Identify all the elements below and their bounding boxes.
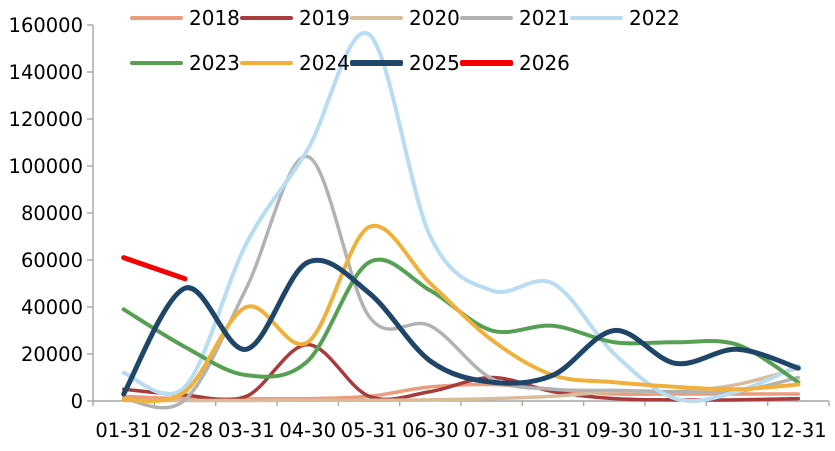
legend-item-2020: 2020: [350, 8, 460, 28]
legend-item-2021: 2021: [460, 8, 570, 28]
legend-item-2026: 2026: [460, 53, 570, 73]
legend: 2018 2019 2020 2021 2022 2023 2024 2025 …: [130, 0, 680, 85]
series-line-2026: [121, 255, 188, 282]
legend-swatch-2019: [240, 15, 293, 20]
x-axis-label: 11-30: [709, 419, 766, 442]
x-axis-label: 04-30: [279, 419, 336, 442]
y-axis-label: 60000: [21, 249, 83, 272]
series-line-2024: [121, 223, 801, 403]
legend-label-2019: 2019: [299, 5, 350, 30]
legend-label-2018: 2018: [189, 5, 240, 30]
legend-label-2021: 2021: [519, 5, 570, 30]
legend-label-2024: 2024: [299, 50, 350, 75]
legend-swatch-2020: [350, 15, 403, 20]
x-axis-label: 05-31: [341, 419, 398, 442]
legend-item-2018: 2018: [130, 8, 240, 28]
series-line-2022: [121, 30, 801, 403]
legend-item-2023: 2023: [130, 53, 240, 73]
legend-row-2: 2023 2024 2025 2026: [130, 40, 680, 85]
x-axis-label: 10-31: [647, 419, 704, 442]
y-axis-label: 80000: [21, 202, 83, 225]
y-axis-label: 160000: [9, 14, 83, 37]
x-axis-label: 01-31: [95, 419, 152, 442]
legend-swatch-2023: [130, 60, 183, 65]
legend-swatch-2018: [130, 15, 183, 20]
series-line-2021: [121, 154, 801, 410]
legend-item-2025: 2025: [350, 53, 460, 73]
legend-item-2022: 2022: [570, 8, 680, 28]
legend-swatch-2024: [240, 60, 293, 65]
series-line-2025: [121, 257, 801, 397]
x-axis-label: 03-31: [218, 419, 275, 442]
legend-label-2026: 2026: [519, 50, 570, 75]
y-axis-label: 120000: [9, 108, 83, 131]
legend-swatch-2021: [460, 15, 513, 20]
series-line-2023: [121, 257, 801, 385]
x-axis-label: 09-30: [586, 419, 643, 442]
y-axis-label: 40000: [21, 296, 83, 319]
y-axis-label: 100000: [9, 155, 83, 178]
x-axis-label: 08-31: [525, 419, 582, 442]
legend-label-2023: 2023: [189, 50, 240, 75]
y-axis-label: 140000: [9, 61, 83, 84]
x-axis-label: 02-28: [157, 419, 214, 442]
x-axis-label: 12-31: [770, 419, 827, 442]
legend-row-1: 2018 2019 2020 2021 2022: [130, 0, 680, 40]
legend-swatch-2022: [570, 15, 623, 20]
legend-label-2022: 2022: [629, 5, 680, 30]
legend-swatch-2025: [350, 59, 403, 66]
y-axis-label: 20000: [21, 343, 83, 366]
y-axis-label: 0: [71, 390, 83, 413]
legend-label-2020: 2020: [409, 5, 460, 30]
x-axis-label: 07-31: [463, 419, 520, 442]
legend-label-2025: 2025: [409, 50, 460, 75]
legend-swatch-2026: [460, 59, 513, 66]
legend-item-2024: 2024: [240, 53, 350, 73]
legend-item-2019: 2019: [240, 8, 350, 28]
x-axis-label: 06-30: [402, 419, 459, 442]
